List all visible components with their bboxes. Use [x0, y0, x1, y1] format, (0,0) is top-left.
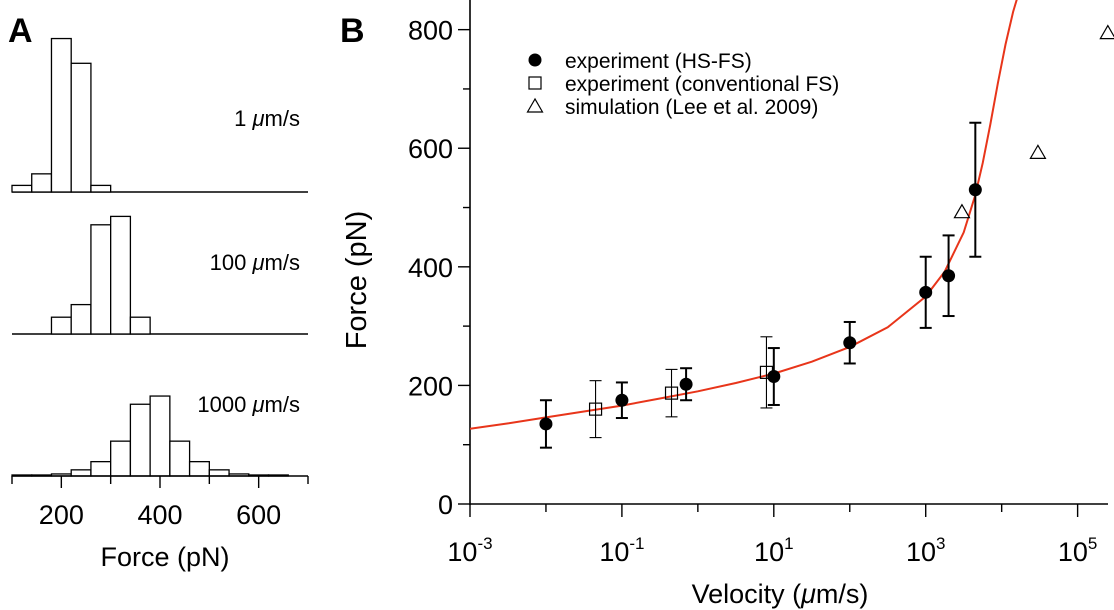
y-tick-label: 800	[408, 16, 453, 46]
x-tick-label: 400	[137, 500, 182, 530]
histogram-bar	[149, 395, 171, 477]
x-tick-label: 101	[754, 534, 794, 567]
histogram-label: 1 μm/s	[234, 106, 300, 131]
histogram-label: 100 μm/s	[210, 250, 300, 275]
y-tick-label: 400	[408, 253, 453, 283]
histogram-bar	[110, 215, 132, 335]
histogram-bar	[188, 460, 210, 477]
histogram-bars: 1 μm/s 100 μm/s 1000 μm/s	[11, 37, 308, 477]
panel-b-scatter: B 0 200 400 600 800 10-3 10-1 101 103 105 experim…	[340, 0, 1114, 609]
point-simulation	[1029, 144, 1047, 159]
histogram-bar	[50, 316, 72, 335]
histogram-bar	[110, 440, 132, 477]
panel-a-x-ticks: 200 400 600	[11, 476, 309, 530]
fit-curve	[470, 0, 1018, 430]
y-tick-label: 200	[408, 371, 453, 401]
histogram-bar	[90, 224, 112, 335]
point-hsfs	[968, 183, 982, 197]
point-hsfs	[843, 336, 857, 350]
legend-label: experiment (conventional FS)	[565, 73, 839, 96]
panel-b-x-axis-label: Velocity (μm/s)	[692, 579, 869, 609]
panel-a-x-axis-label: Force (pN)	[100, 542, 229, 572]
x-tick-label: 103	[906, 534, 946, 567]
point-conventional	[588, 402, 603, 416]
histogram-bar	[11, 184, 33, 193]
point-simulation	[953, 203, 971, 219]
legend-marker	[528, 53, 542, 67]
panel-b-y-axis-label: Force (pN)	[341, 211, 373, 350]
point-hsfs	[919, 285, 933, 299]
histogram-bar	[90, 184, 112, 193]
point-hsfs	[615, 393, 629, 407]
histogram-bar	[208, 469, 230, 477]
histogram-bar	[70, 303, 92, 335]
point-conventional	[664, 386, 679, 400]
panel-b-axes: 0 200 400 600 800 10-3 10-1 101 103 105	[408, 0, 1108, 567]
point-conventional	[759, 365, 774, 379]
panel-a-histograms: A 1 μm/s 100 μm/s 1000 μm/s 200 400 600 Forc…	[8, 12, 309, 572]
y-tick-label: 600	[408, 134, 453, 164]
x-tick-label: 10-3	[447, 534, 492, 567]
point-simulation	[1099, 24, 1114, 40]
legend-label: experiment (HS-FS)	[565, 50, 752, 73]
data-points	[539, 24, 1114, 449]
histogram-bar	[31, 173, 53, 193]
histogram-bar	[169, 440, 191, 477]
histogram-bar	[129, 316, 151, 335]
point-hsfs	[539, 417, 553, 431]
legend: experiment (HS-FS)experiment (convention…	[526, 50, 839, 119]
x-tick-label: 600	[236, 500, 281, 530]
legend-label: simulation (Lee et al. 2009)	[565, 96, 818, 119]
panel-b-label: B	[340, 12, 365, 50]
point-hsfs	[679, 377, 693, 391]
y-tick-label: 0	[438, 490, 453, 520]
point-hsfs	[767, 370, 781, 384]
x-tick-label: 105	[1058, 534, 1098, 567]
histogram-bar	[70, 62, 92, 193]
histogram-bar	[90, 460, 112, 477]
fit-line	[470, 0, 1018, 430]
x-tick-label: 10-1	[599, 534, 644, 567]
legend-marker	[528, 76, 542, 90]
histogram-label: 1000 μm/s	[197, 392, 300, 417]
panel-a-label: A	[8, 12, 33, 50]
legend-marker	[526, 97, 544, 113]
histogram-bar	[129, 403, 151, 477]
point-hsfs	[942, 269, 956, 283]
histogram-bar	[70, 469, 92, 477]
histogram-bar	[50, 37, 72, 193]
x-tick-label: 200	[39, 500, 84, 530]
